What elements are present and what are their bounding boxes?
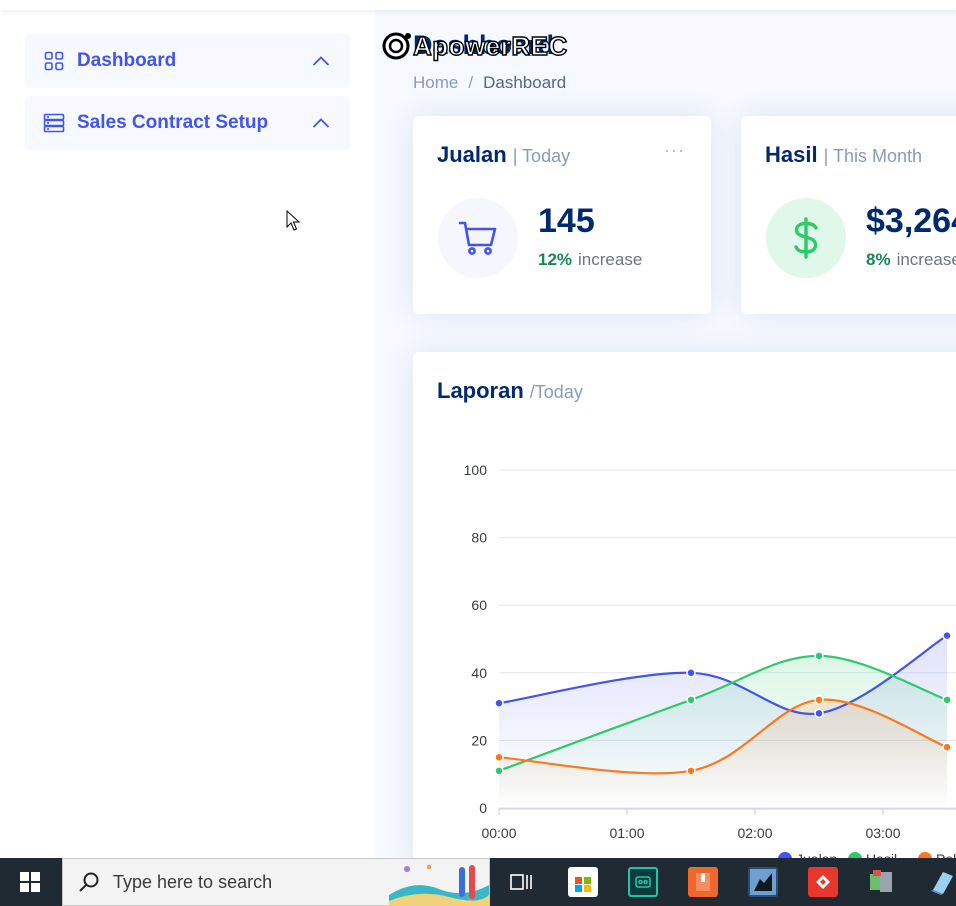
grid-icon xyxy=(43,50,65,72)
dollar-icon xyxy=(766,198,846,278)
card-title: Laporan xyxy=(437,378,524,403)
series-line-hasil xyxy=(498,654,948,772)
breadcrumb-home-link[interactable]: Home xyxy=(413,73,459,92)
page-title: Dashboard xyxy=(413,30,555,60)
y-tick-label: 60 xyxy=(471,597,487,613)
sidebar-item-label: Sales Contract Setup xyxy=(77,112,269,133)
card-filter: | Today xyxy=(512,146,571,166)
notepad-app-icon[interactable] xyxy=(926,867,956,897)
breadcrumb-current: Dashboard xyxy=(483,73,567,92)
cart-icon xyxy=(438,198,518,278)
reading-app-icon[interactable] xyxy=(748,867,778,897)
windows-start-button[interactable] xyxy=(0,858,60,906)
sidebar-item-sales-contract-setup[interactable]: Sales Contract Setup xyxy=(25,96,350,150)
series-line-pelanggan xyxy=(498,698,948,775)
report-card: Laporan /Today 0 20 40 60 80 100 00:00 01:00 02:… xyxy=(413,352,956,872)
breadcrumb: Home / Dashboard xyxy=(413,73,566,93)
y-tick-label: 0 xyxy=(479,800,487,816)
x-tick-label: 03:00 xyxy=(865,825,900,841)
change-percent: 12% xyxy=(538,250,573,269)
data-point[interactable] xyxy=(686,695,696,705)
windows-logo-icon xyxy=(20,872,40,892)
card-title: Hasil xyxy=(765,142,818,167)
data-point[interactable] xyxy=(494,698,504,708)
data-point[interactable] xyxy=(494,752,504,763)
y-tick-label: 80 xyxy=(471,530,487,546)
data-point[interactable] xyxy=(494,766,504,776)
chevron-up-icon[interactable] xyxy=(312,52,330,70)
data-point[interactable] xyxy=(942,742,952,752)
change-percent: 8% xyxy=(866,250,891,269)
y-tick-label: 20 xyxy=(471,732,487,748)
data-point[interactable] xyxy=(814,651,824,661)
recorder-watermark: ApowerREC xyxy=(381,28,568,64)
series-area-pelanggan xyxy=(499,699,947,808)
sales-change: 12% increase xyxy=(538,250,642,270)
y-tick-label: 100 xyxy=(464,462,488,478)
search-icon xyxy=(77,870,101,894)
x-tick-label: 01:00 xyxy=(609,825,644,841)
apowerrec-logo-icon xyxy=(382,32,411,60)
revenue-change: 8% increase xyxy=(866,250,956,270)
anydesk-icon[interactable] xyxy=(808,867,838,897)
revenue-card: Hasil | This Month $3,264 8% increase xyxy=(741,116,956,314)
sales-value: 145 xyxy=(538,202,595,240)
change-label: increase xyxy=(896,250,956,269)
card-filter: | This Month xyxy=(823,146,922,166)
mouse-cursor-icon xyxy=(286,209,301,237)
change-label: increase xyxy=(578,250,643,269)
data-point[interactable] xyxy=(942,630,952,641)
x-tick-label: 00:00 xyxy=(481,825,516,841)
search-highlight-art-icon xyxy=(389,859,489,906)
windows-taskbar: Type here to search xyxy=(0,858,956,906)
task-view-icon[interactable] xyxy=(506,867,536,897)
data-point[interactable] xyxy=(814,695,824,705)
y-tick-label: 40 xyxy=(471,665,487,681)
sidebar-item-dashboard[interactable]: Dashboard xyxy=(25,34,350,88)
data-point[interactable] xyxy=(686,766,696,776)
sidebar-item-label: Dashboard xyxy=(77,50,177,71)
recorder-app-icon[interactable] xyxy=(628,867,658,897)
sidebar: Dashboard Sales Contract Setup xyxy=(0,10,375,858)
files-app-icon[interactable] xyxy=(866,867,896,897)
search-placeholder: Type here to search xyxy=(113,871,273,892)
server-icon xyxy=(43,112,65,134)
card-filter: /Today xyxy=(529,382,583,402)
report-line-chart: 02040608010000:0001:0002:0003:00JualanHa… xyxy=(464,462,956,867)
breadcrumb-separator: / xyxy=(468,73,474,92)
data-point[interactable] xyxy=(814,708,824,719)
data-point[interactable] xyxy=(686,668,696,678)
microsoft-store-icon[interactable] xyxy=(568,867,598,897)
office-app-icon[interactable] xyxy=(688,867,718,897)
chevron-up-icon[interactable] xyxy=(312,114,330,132)
card-title: Jualan xyxy=(437,142,507,167)
sales-card: Jualan | Today ··· 145 12% increase xyxy=(413,116,711,314)
series-line-jualan xyxy=(498,634,948,716)
taskbar-search-box[interactable]: Type here to search xyxy=(62,858,490,906)
main-content: Dashboard ApowerREC Home / Dashboard Jua… xyxy=(375,10,956,872)
data-point[interactable] xyxy=(942,695,952,705)
more-options-icon[interactable]: ··· xyxy=(664,140,685,160)
top-header-bar xyxy=(0,0,956,10)
x-tick-label: 02:00 xyxy=(737,825,772,841)
revenue-value: $3,264 xyxy=(866,202,956,240)
